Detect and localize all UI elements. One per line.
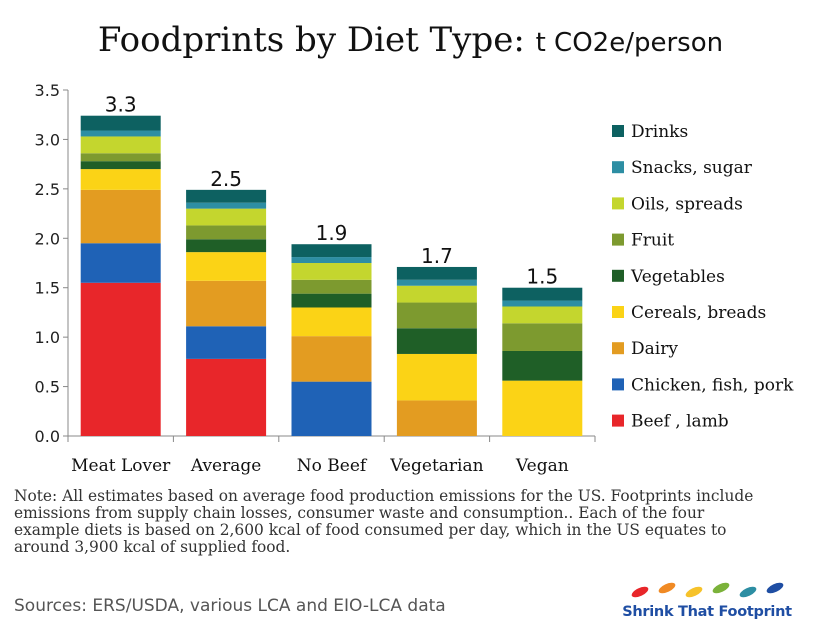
chart-note: Note: All estimates based on average foo… [14,487,754,556]
bar-segment [502,300,583,307]
bar-segment [502,323,583,351]
legend-label: Fruit [631,231,674,251]
legend-label: Cereals, breads [631,303,766,323]
bar-segment [502,350,583,381]
y-tick-label: 1.5 [35,279,60,298]
legend-swatch [612,233,624,246]
bar-segment [80,136,161,154]
logo-footprint-mark [712,582,730,594]
bar-segment [186,280,267,327]
bar-segment [291,257,372,263]
bar-segment [396,285,477,303]
bar-segment [396,353,477,401]
logo-footprint-mark [631,586,649,598]
footprint-marks-icon [631,582,784,598]
bar-segment [186,326,267,359]
legend-label: Dairy [631,339,678,359]
legend-swatch [612,197,624,210]
legend-swatch [612,269,624,282]
bar-segment [291,336,372,382]
legend-label: Beef , lamb [631,412,729,432]
bar-segment [80,161,161,170]
bar-total-label: 1.9 [316,221,348,245]
bar-segment [502,306,583,324]
bar-segment [186,208,267,226]
x-category-label: Average [190,456,261,476]
bar-total-label: 2.5 [210,167,242,191]
bar-segment [186,189,267,203]
bar-segment [291,279,372,294]
bar-segment [291,307,372,337]
bar-segment [186,225,267,240]
bar-segment [80,189,161,244]
legend-swatch [612,342,624,355]
legend-label: Chicken, fish, pork [631,375,794,395]
bar-segment [396,302,477,329]
x-category-label: Meat Lover [71,456,171,476]
legend-swatch [612,125,624,137]
bar-segment [80,169,161,190]
bar-segment [396,328,477,354]
x-category-label: No Beef [297,456,368,476]
chart-title: Foodprints by Diet Type: t CO2e/person [0,20,821,60]
bar-segment [396,266,477,280]
bar-segment [502,287,583,301]
bar-segment [80,282,161,436]
bar-segment [291,263,372,280]
shrink-that-footprint-logo: Shrink That Footprint [612,578,802,622]
bar-segment [186,202,267,209]
legend-label: Snacks, sugar [631,158,753,178]
bar-segment [80,153,161,162]
y-tick-label: 1.0 [35,328,60,347]
y-tick-label: 0.0 [35,427,60,446]
y-tick-label: 3.5 [35,81,60,100]
bar-segment [396,400,477,436]
bar-segment [396,279,477,286]
legend-swatch [612,306,624,318]
bar-segment [186,252,267,281]
legend-swatch [612,378,624,391]
y-tick-label: 2.0 [35,229,60,248]
chart-title-main: Foodprints by Diet Type: [97,20,536,60]
legend-label: Vegetables [630,267,725,287]
logo-text: Shrink That Footprint [622,604,792,620]
bar-segment [291,381,372,436]
y-tick-label: 2.5 [35,180,60,199]
bar-segment [186,358,267,436]
bar-total-label: 1.5 [526,265,558,289]
stacked-bar-chart: 0.0 0.5 1.0 1.5 2.0 2.5 3.0 3.5 3.3 Meat Lover 2.5… [35,81,795,476]
bar-segment [80,243,161,283]
legend-swatch [612,414,624,427]
bar-total-label: 3.3 [105,93,137,117]
y-tick-label: 3.0 [35,130,60,149]
legend-label: Oils, spreads [631,194,743,214]
bar-segment [502,380,583,436]
y-tick-label: 0.5 [35,378,60,397]
bar-segment [80,130,161,137]
logo-footprint-mark [766,582,784,594]
logo-footprint-mark [658,582,676,594]
bar-segment [186,239,267,253]
logo-footprint-mark [739,586,757,598]
bar-segment [80,115,161,131]
x-category-label: Vegetarian [389,456,483,476]
legend-swatch [612,161,624,174]
bar-segment [291,244,372,258]
chart-sources: Sources: ERS/USDA, various LCA and EIO-L… [14,596,446,616]
bar-segment [291,293,372,308]
x-category-label: Vegan [515,456,569,476]
legend-label: Drinks [631,122,688,142]
bar-total-label: 1.7 [421,244,453,268]
chart-title-unit: t CO2e/person [535,28,724,58]
logo-footprint-mark [685,586,703,598]
